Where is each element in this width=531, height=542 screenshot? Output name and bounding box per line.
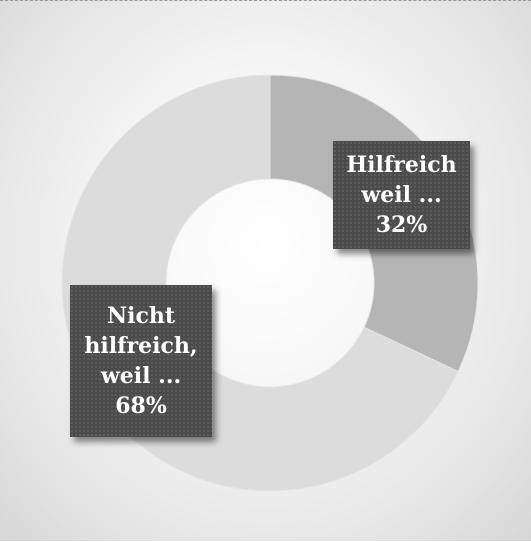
data-label-helpful-line-2: weil ... [361,182,442,208]
data-label-not-helpful-line-1: Nicht [106,303,176,329]
data-label-not-helpful-line-3: weil ... [100,363,182,389]
data-label-helpful: Hilfreich weil ... 32% [333,141,470,249]
data-label-not-helpful-value: 68% [115,393,167,419]
data-label-not-helpful-line-2: hilfreich, [84,333,198,359]
data-label-helpful-value: 32% [375,212,428,238]
data-label-helpful-line-1: Hilfreich [346,152,457,178]
data-label-not-helpful: Nicht hilfreich, weil ... 68% [70,285,212,437]
